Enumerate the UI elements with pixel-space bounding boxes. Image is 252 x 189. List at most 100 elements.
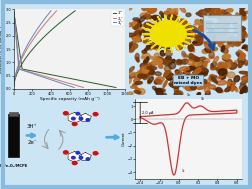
Ellipse shape: [236, 30, 245, 37]
Ellipse shape: [146, 64, 151, 70]
Polygon shape: [68, 112, 81, 123]
Polygon shape: [146, 34, 168, 44]
Ellipse shape: [137, 40, 141, 41]
Ellipse shape: [166, 73, 173, 80]
Text: 3H⁺: 3H⁺: [27, 124, 37, 129]
Ellipse shape: [232, 37, 237, 42]
Ellipse shape: [194, 83, 200, 85]
Ellipse shape: [222, 25, 228, 29]
Ellipse shape: [215, 81, 226, 85]
X-axis label: Potential(V) vs SCE: Potential(V) vs SCE: [169, 187, 206, 189]
Ellipse shape: [227, 84, 232, 88]
Ellipse shape: [180, 33, 184, 36]
Ellipse shape: [185, 74, 191, 80]
Circle shape: [79, 156, 82, 159]
Ellipse shape: [157, 18, 161, 23]
Ellipse shape: [149, 24, 153, 28]
Ellipse shape: [218, 75, 225, 79]
Ellipse shape: [199, 66, 205, 71]
Ellipse shape: [134, 24, 139, 29]
Ellipse shape: [192, 70, 201, 76]
3˳ᵗ: [12, 11, 15, 13]
Ellipse shape: [188, 58, 197, 62]
Ellipse shape: [153, 58, 162, 64]
Ellipse shape: [239, 13, 244, 19]
Ellipse shape: [185, 76, 192, 80]
1ˢᵗ: [112, 86, 115, 88]
Ellipse shape: [188, 84, 192, 87]
Ellipse shape: [237, 13, 245, 19]
Ellipse shape: [169, 11, 176, 15]
1ˢᵗ: [114, 86, 117, 89]
Ellipse shape: [204, 40, 214, 45]
Ellipse shape: [190, 85, 196, 90]
Polygon shape: [163, 15, 165, 22]
Ellipse shape: [188, 29, 197, 32]
Ellipse shape: [172, 81, 180, 87]
Polygon shape: [164, 34, 168, 53]
Ellipse shape: [187, 76, 190, 79]
Ellipse shape: [174, 91, 182, 96]
Ellipse shape: [180, 59, 187, 64]
Ellipse shape: [180, 80, 183, 86]
Ellipse shape: [240, 77, 246, 80]
Ellipse shape: [215, 5, 219, 11]
Ellipse shape: [213, 88, 220, 91]
Ellipse shape: [202, 62, 206, 66]
Ellipse shape: [210, 64, 212, 68]
Ellipse shape: [150, 15, 159, 20]
Ellipse shape: [186, 82, 189, 84]
Text: NiFe₂O₄/MCPE: NiFe₂O₄/MCPE: [0, 164, 27, 168]
Ellipse shape: [209, 44, 212, 46]
Polygon shape: [168, 34, 193, 39]
Polygon shape: [150, 21, 185, 47]
Ellipse shape: [175, 16, 177, 21]
Ellipse shape: [239, 34, 244, 36]
Ellipse shape: [208, 36, 216, 39]
Ellipse shape: [175, 70, 179, 74]
Ellipse shape: [185, 13, 190, 17]
Ellipse shape: [206, 78, 210, 83]
Ellipse shape: [151, 44, 158, 49]
Circle shape: [71, 117, 75, 120]
Ellipse shape: [175, 71, 182, 75]
Ellipse shape: [127, 23, 132, 27]
Ellipse shape: [223, 13, 230, 18]
Ellipse shape: [209, 56, 213, 59]
Ellipse shape: [201, 49, 208, 53]
Ellipse shape: [183, 60, 186, 64]
Ellipse shape: [188, 54, 194, 59]
Ellipse shape: [238, 50, 244, 56]
Ellipse shape: [218, 63, 224, 68]
Ellipse shape: [158, 65, 162, 68]
Ellipse shape: [226, 81, 231, 85]
Ellipse shape: [140, 13, 146, 18]
Ellipse shape: [226, 72, 234, 78]
Ellipse shape: [165, 29, 169, 32]
Ellipse shape: [128, 49, 133, 52]
Ellipse shape: [217, 75, 223, 79]
Ellipse shape: [188, 34, 193, 38]
Ellipse shape: [234, 88, 237, 92]
Ellipse shape: [203, 80, 206, 84]
Ellipse shape: [164, 66, 170, 71]
Line: 1ˢᵗ: 1ˢᵗ: [14, 12, 115, 88]
1ˢᵗ: [73, 78, 76, 81]
Ellipse shape: [220, 37, 226, 43]
Ellipse shape: [181, 28, 185, 32]
2˳ᵗ: [80, 86, 83, 88]
Ellipse shape: [188, 86, 196, 90]
Ellipse shape: [162, 27, 169, 31]
Ellipse shape: [160, 51, 164, 56]
Ellipse shape: [210, 67, 215, 70]
2˳ᵗ: [82, 86, 85, 89]
Ellipse shape: [177, 60, 181, 63]
Ellipse shape: [127, 43, 132, 49]
Polygon shape: [168, 34, 190, 44]
Ellipse shape: [134, 81, 142, 84]
Ellipse shape: [220, 46, 224, 52]
Ellipse shape: [230, 85, 233, 91]
Ellipse shape: [152, 86, 156, 90]
Ellipse shape: [243, 77, 248, 82]
Ellipse shape: [209, 9, 214, 12]
